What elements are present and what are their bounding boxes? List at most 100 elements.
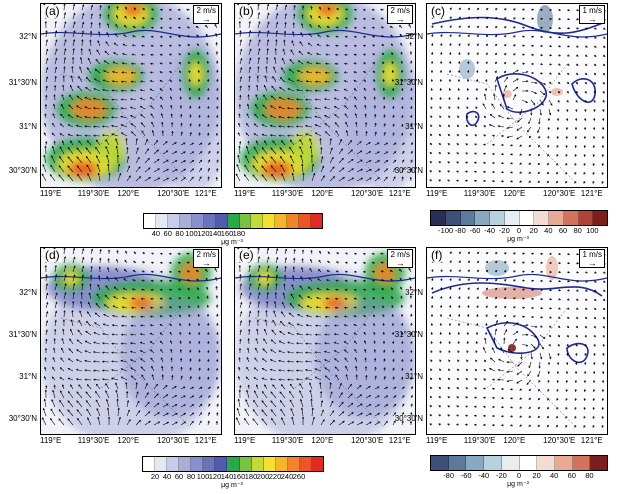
wind-vector bbox=[150, 113, 155, 119]
wind-vector-head bbox=[151, 121, 154, 124]
wind-vector-head bbox=[380, 261, 383, 264]
wind-vector-head bbox=[306, 314, 309, 318]
wind-vector bbox=[325, 54, 331, 56]
wind-vector-head bbox=[177, 279, 181, 282]
wind-vector-head bbox=[249, 39, 252, 42]
wind-vector-head bbox=[335, 17, 339, 20]
wind-vector-head bbox=[537, 406, 541, 410]
wind-vector-head bbox=[342, 177, 345, 180]
wind-vector-head bbox=[500, 152, 504, 156]
wind-vector bbox=[528, 117, 532, 124]
wind-vector-head bbox=[368, 151, 372, 154]
colorbar-swatch bbox=[445, 211, 461, 225]
wind-vector-head bbox=[565, 163, 568, 166]
wind-vector bbox=[278, 116, 286, 119]
wind-vector-head bbox=[339, 138, 343, 142]
wind-vector-head bbox=[593, 344, 596, 347]
wind-vector bbox=[105, 146, 110, 155]
wind-vector bbox=[261, 418, 268, 426]
wind-vector-head bbox=[548, 113, 552, 116]
wind-vector bbox=[507, 349, 514, 354]
wind-vector bbox=[85, 379, 92, 381]
wind-vector-head bbox=[550, 103, 553, 106]
wind-vector-head bbox=[71, 56, 75, 60]
wind-vector-head bbox=[207, 411, 210, 415]
wind-vector-head bbox=[297, 314, 300, 317]
wind-vector-head bbox=[447, 133, 451, 137]
wind-vector-head bbox=[324, 89, 327, 92]
wind-vector bbox=[280, 409, 286, 417]
wind-vector bbox=[248, 265, 251, 273]
wind-vector bbox=[281, 173, 286, 182]
wind-vector-head bbox=[76, 349, 79, 352]
wind-vector-head bbox=[476, 43, 479, 46]
wind-vector bbox=[130, 367, 137, 372]
wind-vector bbox=[180, 412, 186, 417]
wind-vector-head bbox=[535, 81, 538, 84]
wind-vector bbox=[494, 85, 497, 92]
wind-vector-head bbox=[344, 261, 348, 264]
wind-vector-head bbox=[344, 105, 347, 108]
wind-vector-head bbox=[485, 43, 489, 46]
wind-vector-head bbox=[261, 400, 264, 403]
wind-vector bbox=[63, 265, 66, 273]
wind-vector bbox=[180, 151, 186, 155]
wind-vector-head bbox=[247, 94, 250, 97]
wind-vector-head bbox=[248, 328, 251, 332]
wind-vector-head bbox=[486, 260, 489, 264]
wind-vector-head bbox=[309, 267, 312, 271]
wind-vector-head bbox=[205, 277, 208, 281]
wind-vector bbox=[347, 402, 354, 408]
wind-vector bbox=[308, 277, 313, 282]
wind-vector-head bbox=[549, 289, 553, 292]
wind-vector-head bbox=[168, 8, 172, 12]
wind-vector-head bbox=[186, 26, 190, 29]
wind-vector-head bbox=[374, 113, 377, 117]
wind-vector-head bbox=[439, 341, 442, 344]
wind-vector-head bbox=[270, 165, 273, 168]
wind-vector-head bbox=[513, 261, 516, 264]
wind-vector-head bbox=[516, 137, 519, 140]
wind-vector-head bbox=[308, 277, 311, 280]
wind-vector-head bbox=[44, 122, 47, 126]
wind-vector-head bbox=[283, 283, 286, 286]
map-panel-e: (e) 2 m/s → bbox=[234, 247, 416, 435]
wind-vector-head bbox=[87, 417, 90, 420]
wind-vector bbox=[296, 98, 304, 101]
wind-vector-head bbox=[215, 51, 219, 54]
wind-vector-head bbox=[179, 96, 182, 99]
wind-vector-head bbox=[191, 142, 195, 145]
wind-vector bbox=[311, 164, 314, 173]
wind-vector bbox=[59, 400, 65, 408]
wind-vector-head bbox=[114, 33, 117, 36]
wind-vector-head bbox=[430, 313, 434, 317]
wind-vector-head bbox=[565, 136, 568, 140]
wind-vector bbox=[356, 168, 363, 173]
wind-vector-head bbox=[394, 403, 397, 407]
wind-vector bbox=[89, 292, 92, 300]
wind-vector-head bbox=[349, 383, 352, 387]
wind-vector-head bbox=[519, 171, 522, 174]
wind-vector-head bbox=[130, 367, 133, 370]
wind-vector-head bbox=[53, 248, 56, 250]
wind-vector bbox=[257, 30, 261, 38]
wind-vector-head bbox=[141, 17, 145, 20]
wind-vector-head bbox=[383, 349, 386, 352]
wind-vector-head bbox=[351, 177, 355, 180]
wind-vector bbox=[51, 132, 56, 137]
wind-vector-head bbox=[247, 338, 250, 341]
wind-vector bbox=[95, 147, 101, 155]
reference-vector-box: 1 m/s → bbox=[579, 249, 605, 268]
wind-vector-head bbox=[549, 81, 552, 84]
wind-vector-head bbox=[215, 295, 219, 298]
wind-vector bbox=[214, 268, 218, 273]
wind-vector-head bbox=[466, 331, 470, 335]
wind-vector bbox=[310, 15, 313, 20]
wind-vector-head bbox=[506, 135, 509, 139]
wind-vector-head bbox=[296, 323, 300, 326]
wind-vector-head bbox=[575, 82, 579, 85]
wind-vector bbox=[53, 348, 56, 354]
wind-vector-head bbox=[146, 392, 149, 395]
wind-vector-head bbox=[319, 6, 322, 9]
wind-vector-head bbox=[504, 288, 507, 291]
